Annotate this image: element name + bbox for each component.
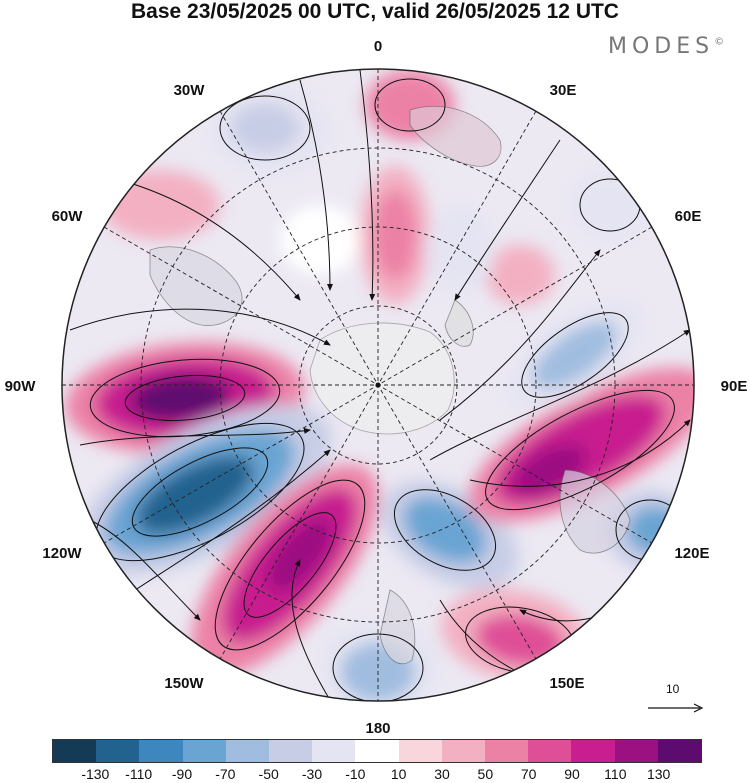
anomaly-contour [513, 444, 587, 496]
colorbar-segment [53, 740, 97, 762]
anomaly-contour [267, 518, 333, 592]
colorbar-tick-label: 10 [390, 766, 407, 782]
colorbar-ticks: -130 -110 -90 -70 -50 -30 -10 10 30 50 70 90 110 130 [0, 766, 750, 783]
anomaly-contour [373, 190, 417, 280]
anomaly-contour [425, 205, 495, 295]
streamline-loop [219, 95, 311, 161]
lon-label-60e: 60E [675, 208, 702, 225]
colorbar-tick-label: 90 [564, 766, 580, 782]
colorbar-segment [571, 740, 615, 762]
lon-label-30e: 30E [550, 82, 577, 99]
streamline [119, 449, 331, 601]
anomaly-field [65, 70, 694, 701]
colorbar-tick-label: -130 [81, 766, 110, 782]
colorbar-tick-label: -70 [215, 766, 236, 782]
anomaly-contour [475, 614, 565, 666]
streamline-loop [131, 447, 269, 537]
streamline [469, 419, 691, 487]
anomaly-contour [532, 321, 618, 389]
streamline-loop [214, 479, 366, 651]
anomaly-contour [280, 205, 360, 275]
colorbar-tick-label: 70 [520, 766, 537, 782]
colorbar-segment [485, 740, 529, 762]
streamline-loop [393, 489, 497, 571]
colorbar-tick-label: -50 [258, 766, 279, 782]
lon-label-60w: 60W [52, 208, 84, 225]
colorbar-segment [96, 740, 140, 762]
brand-name: MODES [608, 34, 715, 59]
streamline [454, 139, 561, 301]
map-disc [62, 69, 694, 701]
colorbar-segment [614, 740, 658, 762]
colorbar-tick-label: -110 [125, 766, 153, 782]
colorbar-tick-label: -30 [301, 766, 323, 782]
anomaly-contour [130, 375, 230, 421]
anomaly-contour [230, 103, 300, 153]
streamline [299, 79, 333, 291]
longitude-labels: 0 30E 60E 90E 120E 150E 180 150W 120W 90… [5, 38, 748, 737]
colorbar-tick-label: -10 [345, 766, 366, 782]
lon-label-120w: 120W [42, 545, 82, 562]
streamline [89, 519, 201, 621]
colorbar-tick-label: 50 [477, 766, 494, 782]
lon-label-30w: 30W [174, 82, 206, 99]
streamline [359, 69, 376, 301]
lon-label-0: 0 [374, 38, 382, 55]
anomaly-contour [136, 455, 254, 535]
streamline-loop [124, 374, 246, 422]
map-title: Base 23/05/2025 00 UTC, valid 26/05/2025… [131, 0, 619, 23]
streamline-loop [374, 78, 446, 132]
streamline-loop [521, 312, 629, 398]
lon-label-120e: 120E [674, 545, 709, 562]
streamline-loop [332, 633, 424, 701]
colorbar-segment [398, 740, 442, 762]
lon-label-90w: 90W [5, 378, 37, 395]
colorbar-tick-label: 30 [434, 766, 450, 782]
anomaly-contour [403, 496, 487, 564]
brand-registered-mark: © [714, 36, 725, 48]
colorbar-segment [225, 740, 270, 762]
colorbar-tick-label: 130 [646, 766, 671, 782]
colorbar-segment [528, 740, 572, 762]
streamline-loop [243, 512, 337, 618]
reference-vector-label: 10 [666, 682, 680, 696]
lon-label-150e: 150E [549, 675, 584, 692]
colorbar [52, 739, 702, 763]
colorbar-segment [441, 740, 486, 762]
streamline [291, 559, 331, 701]
colorbar-tick-label: 110 [604, 766, 627, 782]
anomaly-contour [485, 245, 555, 305]
colorbar-tick-label: -90 [171, 766, 193, 782]
streamline [119, 179, 301, 301]
colorbar-segment [355, 740, 399, 762]
brand-logo: MODES© [608, 34, 724, 59]
lon-label-150w: 150W [164, 675, 204, 692]
colorbar-segment [312, 740, 356, 762]
streamline [429, 329, 691, 461]
lon-label-180: 180 [365, 720, 390, 737]
streamline [79, 427, 311, 446]
lon-label-90e: 90E [721, 378, 748, 395]
map-boundary [61, 68, 695, 702]
colorbar-segment [269, 740, 313, 762]
reference-arrow-icon [648, 703, 704, 713]
colorbar-segment [139, 740, 183, 762]
colorbar-segment [182, 740, 226, 762]
streamline [69, 308, 331, 346]
colorbar-segment [657, 740, 702, 762]
